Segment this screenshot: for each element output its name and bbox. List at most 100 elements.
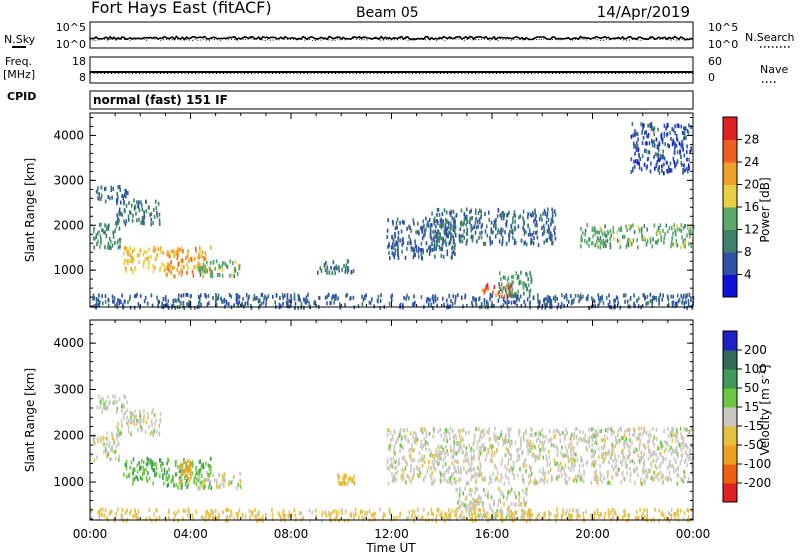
power-cell — [653, 126, 656, 131]
power-cell — [682, 296, 684, 301]
velocity-cell — [108, 444, 110, 449]
power-cell — [649, 292, 652, 297]
power-cell — [361, 294, 363, 299]
power-cell — [638, 161, 640, 166]
power-cell — [651, 143, 654, 148]
velocity-cell — [466, 450, 468, 455]
power-cell — [176, 256, 179, 261]
velocity-cell — [544, 439, 546, 444]
power-cell — [641, 234, 643, 239]
velocity-cell — [254, 508, 256, 513]
velocity-cell — [437, 455, 439, 460]
velocity-cell — [681, 435, 684, 440]
power-cell — [415, 244, 418, 249]
power-cell — [643, 224, 646, 229]
velocity-cell — [561, 453, 564, 458]
power-cell — [181, 269, 183, 274]
velocity-cell — [477, 513, 480, 518]
velocity-cell — [472, 474, 475, 479]
velocity-cell — [93, 458, 96, 463]
velocity-cell — [497, 441, 500, 446]
velocity-cell — [463, 503, 466, 508]
velocity-cell — [153, 429, 155, 434]
velocity-cell — [620, 480, 623, 485]
power-cell — [177, 253, 179, 257]
velocity-cell — [109, 399, 111, 404]
power-cell — [134, 205, 137, 210]
power-cell — [547, 224, 550, 229]
velocity-cell — [479, 431, 482, 435]
power-cell — [435, 246, 437, 251]
velocity-cell — [399, 514, 401, 519]
velocity-cell — [427, 459, 430, 464]
velocity-cell — [477, 472, 480, 477]
power-cell — [453, 216, 456, 221]
power-cell — [556, 296, 558, 301]
velocity-cell — [126, 508, 128, 513]
power-cell — [391, 293, 393, 298]
power-cell — [675, 301, 678, 306]
velocity-cell — [345, 473, 347, 478]
velocity-cell — [640, 477, 642, 482]
power-cell — [238, 300, 241, 305]
power-cell — [531, 213, 533, 218]
velocity-cell — [459, 429, 462, 434]
velocity-cell — [623, 477, 626, 482]
velocity-cell — [674, 449, 677, 454]
velocity-cell — [489, 505, 491, 510]
power-cell — [186, 302, 188, 307]
power-cell — [427, 302, 430, 307]
power-cell — [501, 239, 504, 244]
velocity-cell — [513, 490, 516, 495]
velocity-cell — [158, 423, 160, 428]
power-cell — [420, 252, 423, 257]
power-cell — [514, 219, 516, 224]
power-cell — [461, 222, 463, 227]
power-cell — [465, 214, 468, 219]
velocity-cell — [324, 510, 326, 515]
power-cell — [369, 300, 372, 305]
velocity-cell — [604, 428, 607, 433]
power-cell — [577, 293, 579, 298]
power-cell — [460, 234, 462, 239]
velocity-cell — [400, 444, 403, 449]
velocity-cell — [567, 455, 570, 460]
power-cell — [443, 254, 445, 259]
velocity-cell — [595, 469, 597, 474]
velocity-cell — [504, 474, 507, 479]
velocity-cell — [403, 428, 406, 433]
power-cell — [450, 224, 452, 229]
velocity-cell — [496, 477, 499, 482]
velocity-cell — [465, 503, 468, 508]
velocity-cell — [596, 512, 599, 517]
power-cell — [642, 126, 644, 131]
power-cell — [489, 241, 492, 246]
velocity-cell — [632, 427, 635, 432]
velocity-cell — [642, 511, 644, 516]
power-cell — [592, 298, 594, 303]
velocity-cell — [573, 431, 576, 436]
power-cell — [118, 218, 120, 223]
power-cell — [357, 304, 360, 309]
power-cell — [401, 242, 403, 247]
power-cell — [154, 248, 157, 253]
velocity-cell — [300, 511, 302, 516]
power-cell — [103, 245, 106, 250]
power-cell — [483, 290, 486, 295]
power-cell — [414, 300, 416, 305]
power-cell — [484, 212, 486, 217]
velocity-cell — [412, 435, 414, 440]
power-cell — [495, 223, 497, 228]
power-cell — [488, 218, 491, 222]
power-cell — [395, 221, 398, 226]
power-cell — [482, 288, 484, 293]
velocity-cell — [350, 513, 352, 518]
power-cell — [661, 297, 663, 302]
power-cell — [663, 156, 666, 161]
velocity-cell — [478, 495, 481, 500]
velocity-cell — [467, 481, 470, 486]
velocity-cell — [581, 475, 583, 480]
power-cell — [672, 139, 674, 144]
velocity-cell — [647, 444, 650, 449]
velocity-cell — [186, 513, 189, 518]
